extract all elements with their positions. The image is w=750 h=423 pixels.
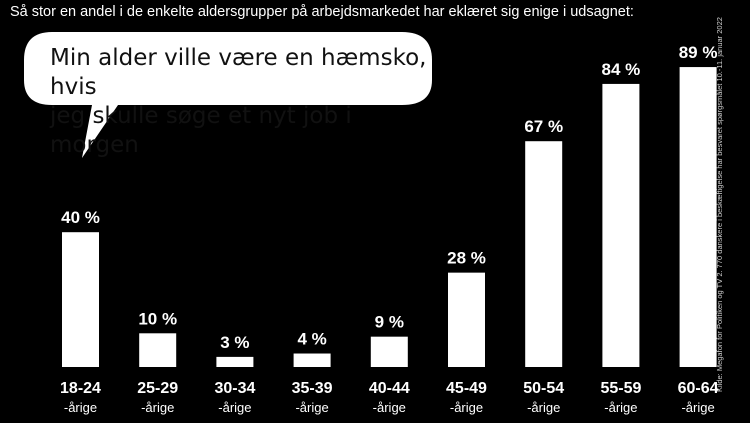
bar-18-24 — [62, 232, 99, 367]
bar-50-54 — [525, 141, 563, 367]
category-suffix-25-29: -årige — [141, 400, 174, 415]
value-label-55-59: 84 % — [602, 60, 641, 79]
category-label-50-54: 50-54 — [523, 380, 564, 397]
speech-bubble — [24, 32, 432, 158]
category-suffix-35-39: -årige — [295, 400, 328, 415]
category-suffix-45-49: -årige — [450, 400, 483, 415]
value-label-40-44: 9 % — [375, 313, 404, 332]
bars-group — [62, 67, 717, 368]
value-label-60-64: 89 % — [679, 43, 718, 62]
category-suffix-40-44: -årige — [373, 400, 406, 415]
category-suffix-55-59: -årige — [604, 400, 637, 415]
value-label-25-29: 10 % — [138, 309, 177, 328]
value-label-50-54: 67 % — [524, 117, 563, 136]
category-label-35-39: 35-39 — [292, 380, 333, 397]
bar-60-64 — [679, 67, 717, 367]
category-label-60-64: 60-64 — [678, 380, 719, 397]
bar-35-39 — [293, 353, 331, 367]
category-label-40-44: 40-44 — [369, 380, 410, 397]
category-suffix-18-24: -årige — [64, 400, 97, 415]
quote-text: Min alder ville være en hæmsko, hvis jeg… — [50, 44, 430, 160]
category-suffix-50-54: -årige — [527, 400, 560, 415]
bar-40-44 — [370, 336, 408, 367]
quote-line-2: jeg skulle søge et nyt job i morgen — [50, 103, 352, 158]
bar-45-49 — [448, 272, 485, 367]
source-note: Kilde: Megafon for Politiken og TV 2. 77… — [715, 17, 724, 392]
value-label-18-24: 40 % — [61, 208, 100, 227]
bar-55-59 — [602, 83, 640, 368]
category-label-55-59: 55-59 — [600, 380, 641, 397]
category-label-18-24: 18-24 — [60, 380, 101, 397]
category-suffix-60-64: -årige — [681, 400, 714, 415]
value-label-45-49: 28 % — [447, 249, 486, 268]
value-label-35-39: 4 % — [297, 330, 326, 349]
value-label-30-34: 3 % — [220, 333, 249, 352]
category-label-25-29: 25-29 — [137, 380, 178, 397]
chart-subtitle: Så stor en andel i de enkelte aldersgrup… — [10, 4, 634, 20]
category-labels-group: 18-24 -årige 25-29 -årige 30-34 -årige 35-39 -å… — [60, 380, 719, 415]
category-suffix-30-34: -årige — [218, 400, 251, 415]
bar-25-29 — [139, 333, 177, 367]
bar-30-34 — [216, 356, 254, 367]
category-label-45-49: 45-49 — [446, 380, 487, 397]
category-label-30-34: 30-34 — [214, 380, 255, 397]
quote-line-1: Min alder ville være en hæmsko, hvis — [50, 45, 427, 100]
value-labels-group: 40 % 10 % 3 % 4 % 9 % 28 % 67 % 84 % 89 % — [61, 43, 717, 352]
